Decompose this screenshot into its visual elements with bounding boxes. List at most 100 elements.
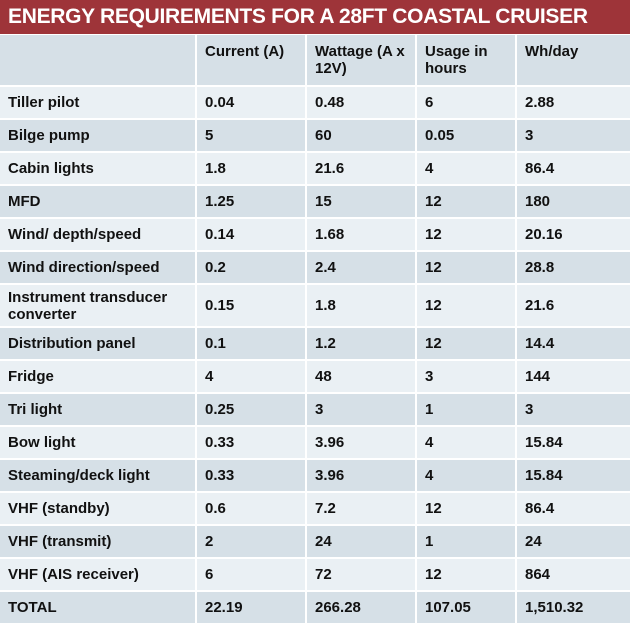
table-cell: 0.05 [415,118,517,153]
table-cell: 15.84 [515,425,630,460]
header-row: Current (A) Wattage (A x 12V) Usage in h… [0,35,630,87]
row-label: Wind/ depth/speed [0,217,197,252]
table-cell: 12 [415,184,517,219]
table-cell: 1.8 [195,151,307,186]
table-cell: 86.4 [515,151,630,186]
header-cell: Wattage (A x 12V) [305,35,417,87]
row-label: Instrument transducer converter [0,283,197,328]
row-label: TOTAL [0,590,197,625]
table-cell: 12 [415,250,517,285]
table-cell: 864 [515,557,630,592]
row-label: VHF (standby) [0,491,197,526]
total-row: TOTAL 22.19 266.28 107.05 1,510.32 [0,590,630,625]
row-label: MFD [0,184,197,219]
table-cell: 3 [305,392,417,427]
table-title: ENERGY REQUIREMENTS FOR A 28FT COASTAL C… [0,0,630,34]
table-cell: 1.68 [305,217,417,252]
table-row: Wind/ depth/speed 0.14 1.68 12 20.16 [0,217,630,252]
table-cell: 86.4 [515,491,630,526]
table-cell: 12 [415,283,517,328]
table-cell: 0.1 [195,326,307,361]
header-cell: Wh/day [515,35,630,87]
table-row: VHF (transmit) 2 24 1 24 [0,524,630,559]
table-cell: 0.04 [195,85,307,120]
table-row: Bow light 0.33 3.96 4 15.84 [0,425,630,460]
table-cell: 2.4 [305,250,417,285]
row-label: Steaming/deck light [0,458,197,493]
table-cell: 24 [305,524,417,559]
table-cell: 0.6 [195,491,307,526]
table-cell: 0.15 [195,283,307,328]
row-label: VHF (transmit) [0,524,197,559]
table-cell: 60 [305,118,417,153]
row-label: Tri light [0,392,197,427]
table-cell: 1.25 [195,184,307,219]
table-cell: 3 [515,392,630,427]
table-cell: 12 [415,217,517,252]
table-cell: 0.33 [195,425,307,460]
table-cell: 1 [415,392,517,427]
table-row: Tri light 0.25 3 1 3 [0,392,630,427]
table-cell: 28.8 [515,250,630,285]
row-label: Fridge [0,359,197,394]
table-row: Fridge 4 48 3 144 [0,359,630,394]
header-cell [0,35,197,87]
table-cell: 180 [515,184,630,219]
table-row: VHF (AIS receiver) 6 72 12 864 [0,557,630,592]
header-cell: Current (A) [195,35,307,87]
table-row: MFD 1.25 15 12 180 [0,184,630,219]
table-cell: 3.96 [305,425,417,460]
table-cell: 12 [415,491,517,526]
table-row: Wind direction/speed 0.2 2.4 12 28.8 [0,250,630,285]
table-cell: 144 [515,359,630,394]
table-row: Instrument transducer converter 0.15 1.8 12… [0,283,630,328]
table-cell: 4 [415,458,517,493]
table-row: Bilge pump 5 60 0.05 3 [0,118,630,153]
table-cell: 107.05 [415,590,517,625]
table-cell: 20.16 [515,217,630,252]
table-cell: 0.2 [195,250,307,285]
table-cell: 6 [415,85,517,120]
table-cell: 6 [195,557,307,592]
table-cell: 21.6 [305,151,417,186]
energy-table: Current (A) Wattage (A x 12V) Usage in h… [0,35,630,625]
row-label: Tiller pilot [0,85,197,120]
table-cell: 3 [415,359,517,394]
table-cell: 12 [415,557,517,592]
row-label: Bilge pump [0,118,197,153]
table-cell: 0.33 [195,458,307,493]
table-cell: 0.25 [195,392,307,427]
table-cell: 48 [305,359,417,394]
row-label: Wind direction/speed [0,250,197,285]
table-cell: 0.48 [305,85,417,120]
table-row: Tiller pilot 0.04 0.48 6 2.88 [0,85,630,120]
table-cell: 5 [195,118,307,153]
table-cell: 21.6 [515,283,630,328]
table-cell: 1 [415,524,517,559]
header-cell: Usage in hours [415,35,517,87]
table-row: VHF (standby) 0.6 7.2 12 86.4 [0,491,630,526]
table-cell: 15.84 [515,458,630,493]
table-cell: 72 [305,557,417,592]
table-row: Cabin lights 1.8 21.6 4 86.4 [0,151,630,186]
table-cell: 22.19 [195,590,307,625]
table-cell: 7.2 [305,491,417,526]
table-cell: 4 [195,359,307,394]
row-label: Bow light [0,425,197,460]
row-label: Distribution panel [0,326,197,361]
row-label: Cabin lights [0,151,197,186]
table-cell: 2 [195,524,307,559]
table-cell: 24 [515,524,630,559]
table-cell: 3.96 [305,458,417,493]
table-cell: 4 [415,151,517,186]
table-row: Steaming/deck light 0.33 3.96 4 15.84 [0,458,630,493]
table-cell: 1.8 [305,283,417,328]
table-cell: 4 [415,425,517,460]
table-cell: 3 [515,118,630,153]
table-cell: 1.2 [305,326,417,361]
table-cell: 2.88 [515,85,630,120]
row-label: VHF (AIS receiver) [0,557,197,592]
table-cell: 14.4 [515,326,630,361]
table-cell: 15 [305,184,417,219]
table-cell: 266.28 [305,590,417,625]
